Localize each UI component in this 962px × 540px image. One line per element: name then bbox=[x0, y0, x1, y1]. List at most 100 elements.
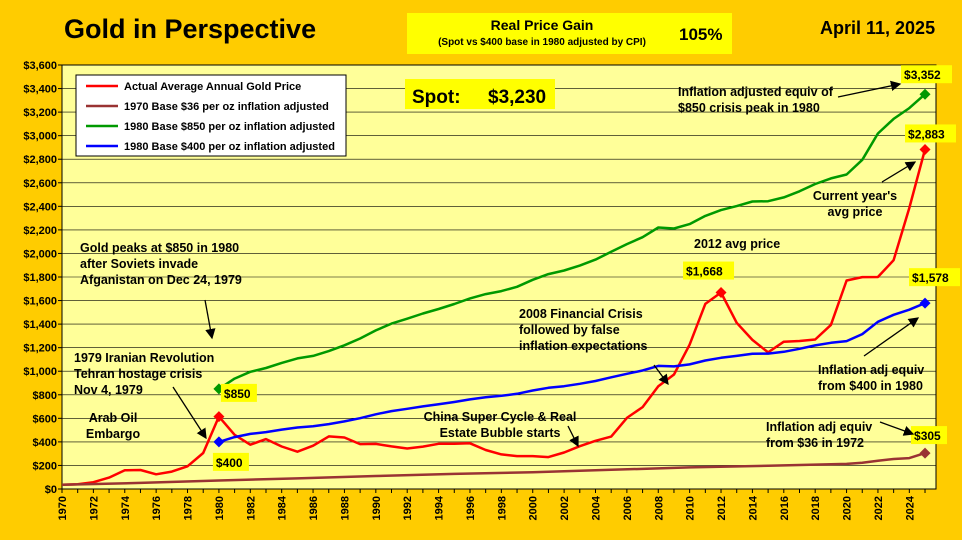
x-tick-label: 1988 bbox=[339, 496, 351, 520]
value-label: $1,668 bbox=[686, 265, 723, 279]
series-marker bbox=[919, 297, 931, 309]
y-tick-label: $3,200 bbox=[23, 107, 57, 119]
real-price-gain-subtitle: (Spot vs $400 base in 1980 adjusted by C… bbox=[438, 37, 646, 48]
annotation-arrow bbox=[204, 299, 216, 340]
x-tick-label: 2020 bbox=[842, 496, 854, 520]
x-tick-label: 1996 bbox=[465, 496, 477, 520]
spot-label: Spot: bbox=[412, 87, 461, 108]
value-label: $2,883 bbox=[908, 127, 945, 141]
spot-box bbox=[405, 79, 555, 109]
series-marker bbox=[213, 411, 225, 423]
y-tick-label: $2,000 bbox=[23, 248, 57, 260]
x-tick-label: 2004 bbox=[591, 495, 603, 520]
annotation-arrow bbox=[879, 421, 915, 436]
annotation-text: Embargo bbox=[86, 427, 141, 441]
series-line-actual bbox=[61, 149, 927, 487]
y-tick-label: $200 bbox=[33, 460, 57, 472]
annotation-text: inflation expectations bbox=[519, 339, 648, 353]
y-tick-label: $400 bbox=[33, 437, 57, 449]
value-label-bg bbox=[909, 268, 961, 287]
annotation-arrow bbox=[881, 161, 917, 183]
y-tick-label: $1,400 bbox=[23, 319, 57, 331]
series-marker bbox=[919, 143, 931, 155]
real-price-gain-box: Real Price Gain (Spot vs $400 base in 19… bbox=[407, 13, 732, 54]
annotation-text: Afganistan on Dec 24, 1979 bbox=[80, 273, 242, 287]
y-tick-label: $2,400 bbox=[23, 201, 57, 213]
legend-label: 1980 Base $400 per oz inflation adjusted bbox=[124, 141, 335, 153]
x-tick-label: 1990 bbox=[371, 496, 383, 520]
x-tick-label: 1978 bbox=[183, 496, 195, 520]
x-tick-label: 2000 bbox=[528, 496, 540, 520]
x-tick-label: 1998 bbox=[496, 496, 508, 520]
value-label: $400 bbox=[216, 456, 243, 470]
annotation-text: Estate Bubble starts bbox=[440, 426, 561, 440]
annotation-text: Inflation adj equiv bbox=[766, 420, 872, 434]
value-label: $3,352 bbox=[904, 68, 941, 82]
series-marker bbox=[715, 287, 727, 299]
series-marker bbox=[213, 436, 225, 448]
y-tick-label: $600 bbox=[33, 413, 57, 425]
x-tick-label: 1982 bbox=[245, 496, 257, 520]
y-tick-label: $2,600 bbox=[23, 178, 57, 190]
annotation-arrow bbox=[567, 425, 579, 448]
annotation-text: followed by false bbox=[519, 323, 620, 337]
chart-title: Gold in Perspective bbox=[64, 14, 317, 44]
annotation-text: Arab Oil bbox=[89, 411, 138, 425]
x-tick-label: 2014 bbox=[747, 495, 759, 520]
y-tick-label: $1,200 bbox=[23, 343, 57, 355]
annotation-text: $850 crisis peak in 1980 bbox=[678, 101, 820, 115]
y-tick-label: $3,000 bbox=[23, 131, 57, 143]
x-tick-label: 1970 bbox=[57, 496, 69, 520]
series-line-base36 bbox=[61, 451, 926, 487]
annotation-text: avg price bbox=[828, 205, 883, 219]
x-tick-label: 2024 bbox=[904, 495, 916, 520]
x-tick-label: 2008 bbox=[653, 496, 665, 520]
value-label-bg bbox=[683, 261, 735, 280]
real-price-gain-title: Real Price Gain bbox=[490, 17, 594, 33]
annotation-arrow bbox=[863, 317, 920, 357]
value-label-bg bbox=[905, 124, 957, 143]
annotation-text: from $36 in 1972 bbox=[766, 436, 864, 450]
annotation-arrow bbox=[653, 364, 669, 386]
value-label: $305 bbox=[914, 429, 941, 443]
y-tick-label: $1,600 bbox=[23, 296, 57, 308]
x-tick-label: 2018 bbox=[810, 496, 822, 520]
x-tick-label: 2010 bbox=[685, 496, 697, 520]
legend-label: 1980 Base $850 per oz inflation adjusted bbox=[124, 121, 335, 133]
x-tick-label: 1980 bbox=[214, 496, 226, 520]
annotation-text: Nov 4, 1979 bbox=[74, 383, 143, 397]
x-tick-label: 1984 bbox=[277, 495, 289, 520]
y-tick-label: $2,200 bbox=[23, 225, 57, 237]
y-tick-label: $0 bbox=[45, 484, 57, 496]
annotation-arrow bbox=[837, 80, 902, 98]
annotation-text: China Super Cycle & Real bbox=[424, 410, 577, 424]
x-tick-label: 2022 bbox=[873, 496, 885, 520]
value-label: $850 bbox=[224, 387, 251, 401]
annotation-text: Current year's bbox=[813, 189, 897, 203]
x-tick-label: 1992 bbox=[402, 496, 414, 520]
value-label-bg bbox=[212, 452, 249, 471]
x-tick-label: 1974 bbox=[120, 495, 132, 520]
x-tick-label: 2012 bbox=[716, 496, 728, 520]
series-marker bbox=[919, 447, 931, 459]
series-line-base850 bbox=[218, 93, 926, 390]
real-price-gain-value: 105% bbox=[679, 25, 723, 44]
y-tick-label: $2,800 bbox=[23, 154, 57, 166]
x-tick-label: 1972 bbox=[88, 496, 100, 520]
legend-label: Actual Average Annual Gold Price bbox=[124, 81, 301, 93]
annotation-text: Gold peaks at $850 in 1980 bbox=[80, 241, 239, 255]
legend bbox=[75, 74, 347, 157]
annotation-text: Inflation adj equiv bbox=[818, 363, 924, 377]
annotation-text: from $400 in 1980 bbox=[818, 379, 923, 393]
y-tick-label: $800 bbox=[33, 390, 57, 402]
annotation-arrow bbox=[172, 386, 207, 440]
x-tick-label: 1994 bbox=[434, 495, 446, 520]
series-line-base400 bbox=[218, 301, 926, 444]
y-tick-label: $3,400 bbox=[23, 84, 57, 96]
legend-label: 1970 Base $36 per oz inflation adjusted bbox=[124, 101, 329, 113]
annotation-text: Inflation adjusted equiv of bbox=[678, 85, 834, 99]
y-tick-label: $1,000 bbox=[23, 366, 57, 378]
y-tick-label: $3,600 bbox=[23, 60, 57, 72]
annotation-text: after Soviets invade bbox=[80, 257, 198, 271]
